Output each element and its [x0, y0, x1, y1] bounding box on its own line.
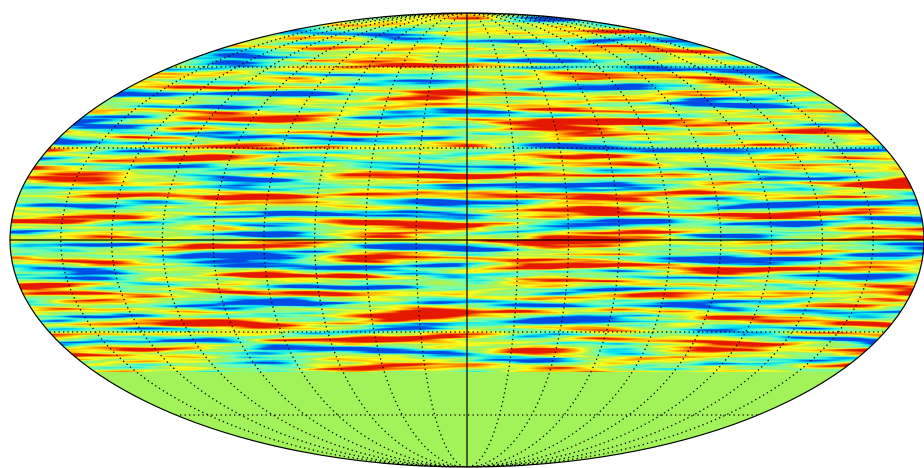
- noise-texture: [0, 0, 924, 372]
- page: (() => { const data = JSON.parse(documen…: [0, 0, 924, 468]
- sky-map: [0, 0, 924, 468]
